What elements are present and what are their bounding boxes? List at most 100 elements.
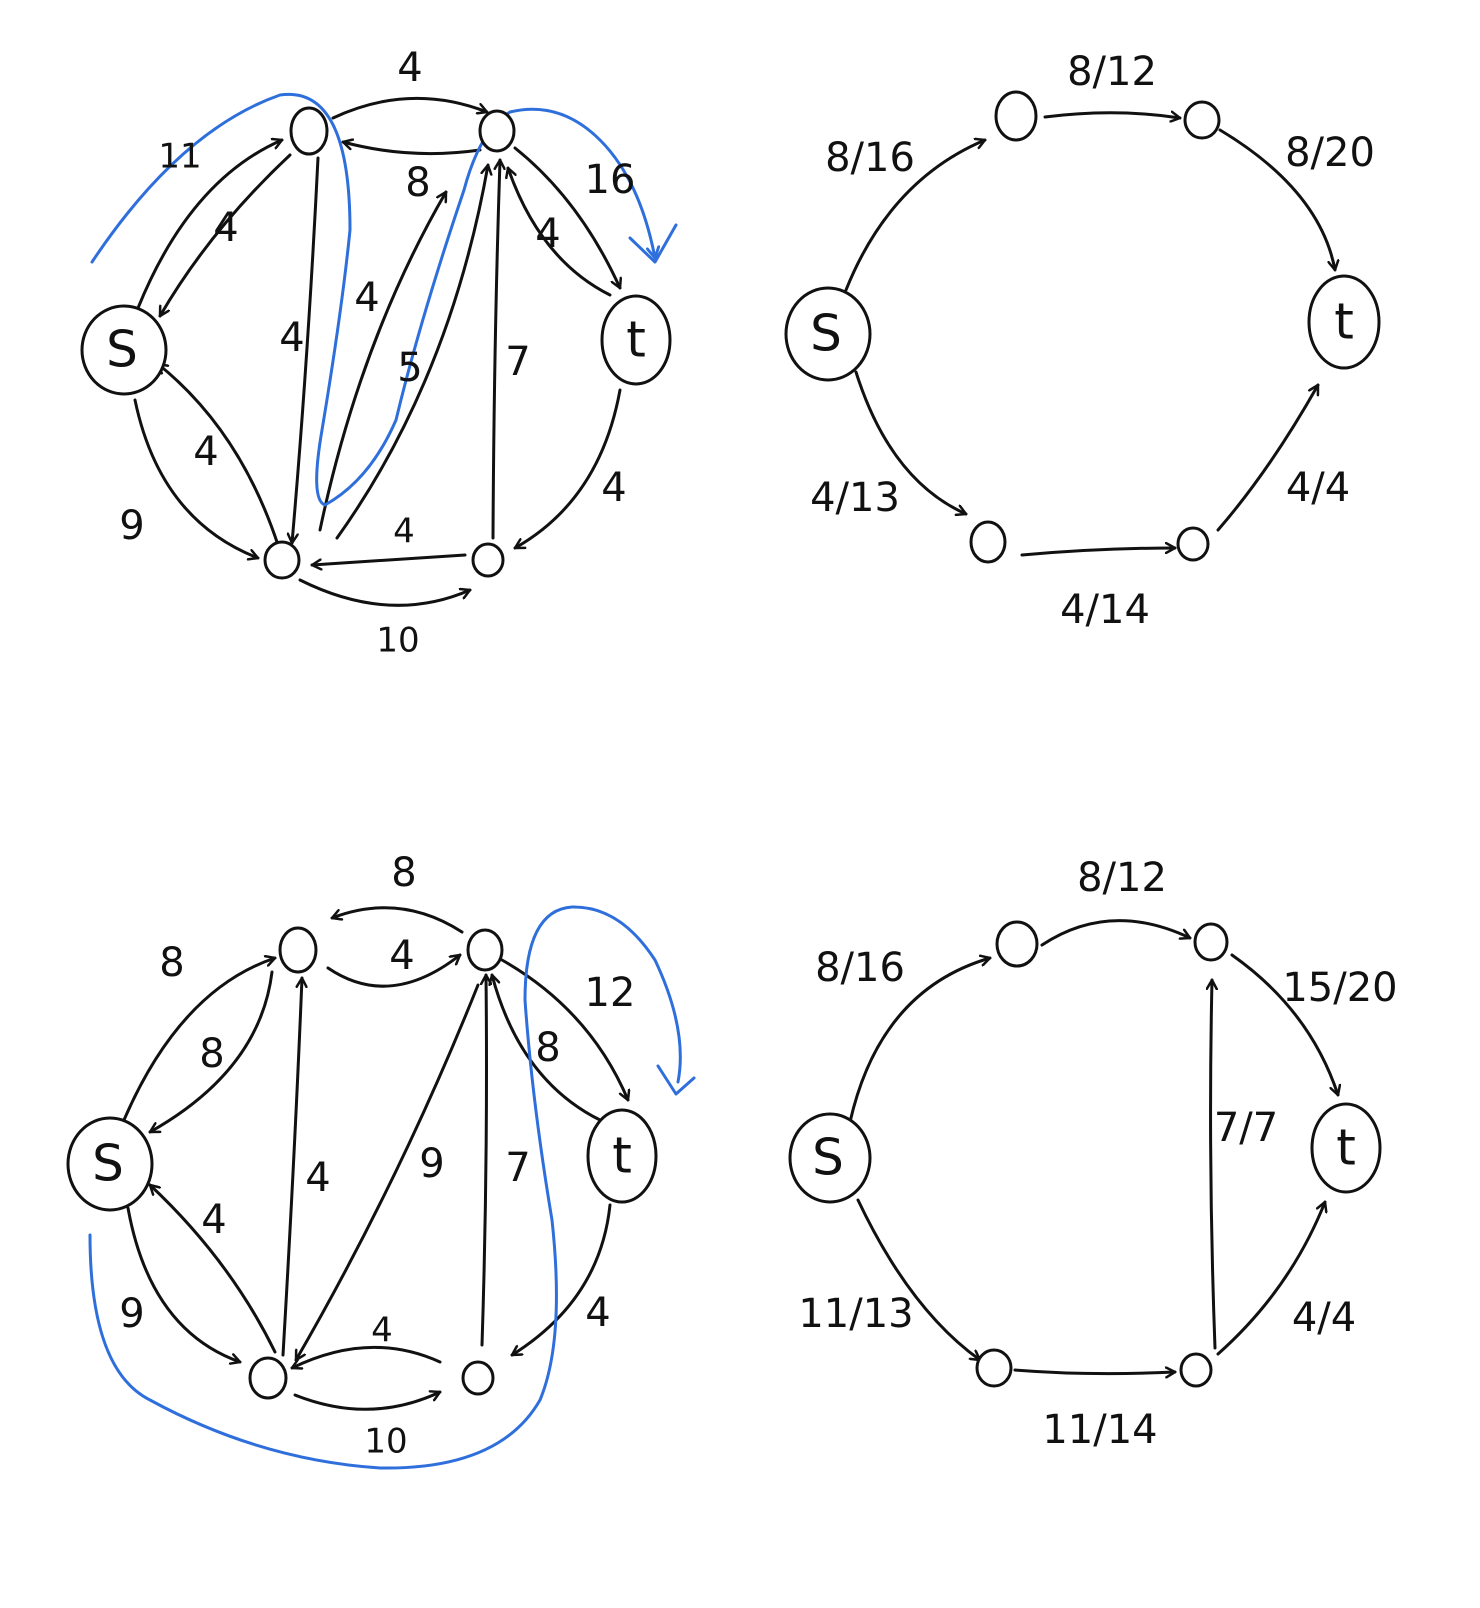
node-s-label: S <box>92 1135 124 1193</box>
edge-b-c <box>294 983 480 1362</box>
edge-t-d <box>513 388 622 550</box>
node-a <box>995 920 1039 968</box>
node-t-label: t <box>626 311 646 369</box>
edge-d-b <box>1211 978 1215 1350</box>
node-c <box>975 1348 1013 1388</box>
edge-label: 9 <box>119 1291 144 1337</box>
edge-label: 8/16 <box>825 135 915 181</box>
edge-s-c <box>126 1206 242 1362</box>
node-d <box>1176 526 1210 562</box>
node-c <box>263 540 301 580</box>
node-t <box>586 1108 658 1204</box>
node-t <box>1310 1102 1382 1194</box>
edge-a-b <box>326 953 462 988</box>
edge-label: 8 <box>199 1031 224 1077</box>
edge-label: 11 <box>158 137 201 177</box>
edge-c-a <box>281 976 302 1357</box>
edge-label: 4 <box>601 465 626 511</box>
edge-label: 8 <box>159 940 184 986</box>
edge-label: 10 <box>376 621 419 661</box>
edge-label: 4 <box>393 512 415 552</box>
node-t-label: t <box>612 1127 632 1185</box>
edge-a-s <box>158 153 292 318</box>
edge-d-b <box>491 158 500 540</box>
edge-label: 4 <box>535 211 560 257</box>
edge-c-b-1 <box>318 190 448 532</box>
edge-a-s <box>148 970 274 1134</box>
node-d <box>1179 1352 1213 1388</box>
edge-label: 7/7 <box>1214 1105 1278 1151</box>
node-s-label: S <box>810 305 842 363</box>
edge-c-b-2 <box>335 163 488 540</box>
edge-c-d <box>293 1392 442 1411</box>
node-c <box>248 1356 288 1400</box>
node-t <box>1307 274 1381 370</box>
node-b <box>1193 922 1229 962</box>
edge-label: 8/16 <box>815 945 905 991</box>
residual-graph-1: S t 4 11 4 8 16 4 4 4 5 7 4 9 4 4 10 <box>80 45 678 661</box>
edge-c-d <box>298 578 472 607</box>
edge-t-b <box>492 973 602 1122</box>
edge-t-b <box>508 166 612 297</box>
edge-label: 8/20 <box>1285 130 1375 176</box>
edge-label: 9 <box>119 503 144 549</box>
edge-s-a <box>136 140 284 310</box>
node-t <box>600 294 672 386</box>
residual-graph-2: S t 8 4 8 8 12 8 4 9 7 4 9 4 4 10 <box>66 850 696 1470</box>
edge-label: 16 <box>585 157 636 203</box>
edge-d-c <box>310 553 467 565</box>
edge-s-c <box>133 398 260 558</box>
edge-label: 4 <box>397 45 422 91</box>
edge-label: 8 <box>405 160 430 206</box>
node-s <box>66 1116 154 1212</box>
node-d <box>471 542 505 578</box>
edge-b-t <box>1230 953 1338 1097</box>
edge-a-c <box>292 156 320 545</box>
augmenting-path-highlight <box>88 905 682 1470</box>
edge-label: 4 <box>213 205 238 251</box>
edge-label: 4/4 <box>1292 1295 1356 1341</box>
edge-label: 4/13 <box>810 475 900 521</box>
edge-label: 7 <box>505 1145 530 1191</box>
edge-a-b <box>331 96 489 120</box>
edge-label: 4 <box>371 1311 393 1351</box>
edge-d-b <box>482 973 487 1347</box>
edge-label: 12 <box>585 970 636 1016</box>
node-s <box>80 304 168 396</box>
edge-label: 10 <box>364 1422 407 1462</box>
edge-s-a <box>122 958 277 1122</box>
edge-c-s <box>148 1183 277 1354</box>
augmenting-path-tick <box>656 1064 696 1096</box>
node-a <box>289 106 329 156</box>
edge-a-b <box>1040 919 1192 947</box>
edge-d-t <box>1216 1200 1325 1356</box>
edge-t-d <box>510 1203 612 1357</box>
edge-s-a <box>844 140 987 292</box>
edge-label: 11/14 <box>1042 1407 1157 1453</box>
edge-c-d <box>1013 1370 1177 1374</box>
edge-b-t <box>1218 128 1335 272</box>
edge-label: 5 <box>397 345 422 391</box>
augmenting-path-tick <box>628 223 678 264</box>
edge-label: 4 <box>305 1155 330 1201</box>
edge-label: 4/4 <box>1286 465 1350 511</box>
node-a <box>278 926 318 974</box>
edge-a-b <box>1043 113 1182 118</box>
edge-c-d <box>1020 548 1177 557</box>
edge-label: 8/12 <box>1077 855 1167 901</box>
node-t-label: t <box>1334 293 1354 351</box>
edge-label: 4 <box>389 933 414 979</box>
edge-label: 4 <box>354 275 379 321</box>
node-s <box>784 286 872 382</box>
edge-label: 4 <box>193 429 218 475</box>
edge-label: 8 <box>535 1025 560 1071</box>
edge-s-c <box>854 370 968 514</box>
edge-label: 11/13 <box>798 1291 913 1337</box>
edge-label: 4/14 <box>1060 587 1150 633</box>
node-b <box>466 928 504 972</box>
node-b <box>478 109 516 153</box>
node-c <box>969 520 1007 564</box>
edge-b-a <box>330 906 464 934</box>
edge-c-s <box>156 362 280 547</box>
